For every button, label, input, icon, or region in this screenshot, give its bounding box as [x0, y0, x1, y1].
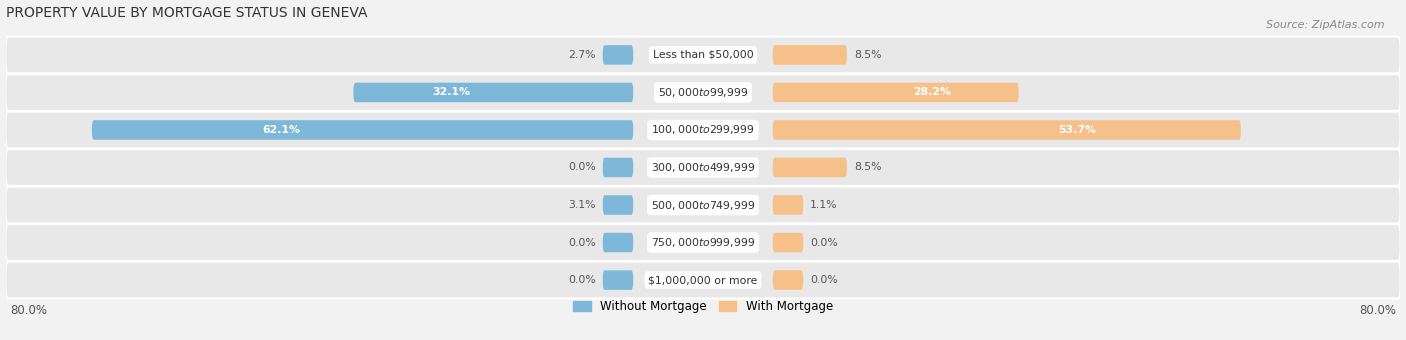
- FancyBboxPatch shape: [6, 112, 1400, 148]
- FancyBboxPatch shape: [6, 224, 1400, 261]
- FancyBboxPatch shape: [603, 45, 633, 65]
- FancyBboxPatch shape: [603, 270, 633, 290]
- Text: 62.1%: 62.1%: [263, 125, 301, 135]
- Text: $500,000 to $749,999: $500,000 to $749,999: [651, 199, 755, 211]
- FancyBboxPatch shape: [603, 158, 633, 177]
- FancyBboxPatch shape: [6, 74, 1400, 111]
- Text: $100,000 to $299,999: $100,000 to $299,999: [651, 123, 755, 136]
- Text: 0.0%: 0.0%: [568, 238, 596, 248]
- FancyBboxPatch shape: [773, 83, 1018, 102]
- Text: $50,000 to $99,999: $50,000 to $99,999: [658, 86, 748, 99]
- Text: 8.5%: 8.5%: [853, 50, 882, 60]
- Text: Source: ZipAtlas.com: Source: ZipAtlas.com: [1267, 20, 1385, 30]
- Text: 2.7%: 2.7%: [568, 50, 596, 60]
- Text: $750,000 to $999,999: $750,000 to $999,999: [651, 236, 755, 249]
- Text: 80.0%: 80.0%: [10, 304, 46, 317]
- FancyBboxPatch shape: [603, 195, 633, 215]
- FancyBboxPatch shape: [773, 270, 803, 290]
- Text: $300,000 to $499,999: $300,000 to $499,999: [651, 161, 755, 174]
- Text: Less than $50,000: Less than $50,000: [652, 50, 754, 60]
- FancyBboxPatch shape: [603, 233, 633, 252]
- FancyBboxPatch shape: [773, 120, 1241, 140]
- FancyBboxPatch shape: [773, 45, 846, 65]
- Legend: Without Mortgage, With Mortgage: Without Mortgage, With Mortgage: [568, 295, 838, 318]
- Text: 0.0%: 0.0%: [568, 275, 596, 285]
- Text: 0.0%: 0.0%: [810, 275, 838, 285]
- FancyBboxPatch shape: [6, 262, 1400, 299]
- FancyBboxPatch shape: [91, 120, 633, 140]
- FancyBboxPatch shape: [773, 195, 803, 215]
- Text: 80.0%: 80.0%: [1360, 304, 1396, 317]
- Text: 28.2%: 28.2%: [914, 87, 952, 98]
- Text: 3.1%: 3.1%: [568, 200, 596, 210]
- FancyBboxPatch shape: [6, 36, 1400, 73]
- FancyBboxPatch shape: [773, 158, 846, 177]
- Text: 0.0%: 0.0%: [810, 238, 838, 248]
- Text: 8.5%: 8.5%: [853, 163, 882, 172]
- FancyBboxPatch shape: [6, 187, 1400, 223]
- FancyBboxPatch shape: [6, 149, 1400, 186]
- Text: $1,000,000 or more: $1,000,000 or more: [648, 275, 758, 285]
- Text: 53.7%: 53.7%: [1059, 125, 1097, 135]
- FancyBboxPatch shape: [773, 233, 803, 252]
- Text: PROPERTY VALUE BY MORTGAGE STATUS IN GENEVA: PROPERTY VALUE BY MORTGAGE STATUS IN GEN…: [6, 5, 367, 20]
- Text: 32.1%: 32.1%: [433, 87, 471, 98]
- Text: 0.0%: 0.0%: [568, 163, 596, 172]
- Text: 1.1%: 1.1%: [810, 200, 838, 210]
- FancyBboxPatch shape: [353, 83, 633, 102]
